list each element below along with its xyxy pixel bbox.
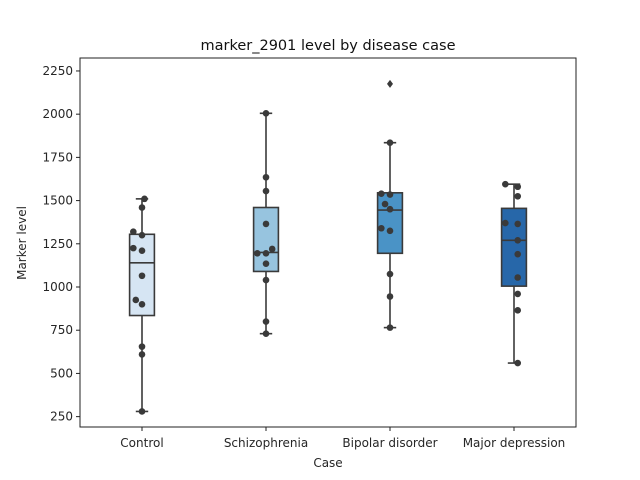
data-point (138, 272, 146, 280)
x-axis-title: Case (313, 456, 342, 470)
data-point (381, 200, 389, 208)
data-point (514, 359, 522, 367)
y-tick-label: 1000 (42, 280, 73, 294)
data-point (262, 250, 270, 257)
data-point (138, 204, 146, 211)
box-group (376, 79, 404, 329)
chart-title: marker_2901 level by disease case (201, 38, 456, 54)
x-tick-label: Control (120, 436, 163, 450)
data-point (138, 231, 146, 239)
data-point (262, 110, 270, 117)
data-point (386, 227, 394, 235)
data-point (262, 187, 270, 195)
data-point (268, 245, 276, 253)
y-tick-label: 750 (50, 323, 73, 337)
plot-area (128, 79, 528, 415)
x-axis: Control Schizophrenia Bipolar disorder Majo… (120, 427, 565, 450)
data-point (130, 228, 137, 235)
data-point (262, 318, 270, 325)
data-point (138, 351, 146, 358)
data-point (141, 195, 148, 203)
x-tick-label: Schizophrenia (224, 436, 308, 450)
data-point (132, 296, 140, 304)
y-axis-title: Marker level (15, 206, 29, 280)
data-point (262, 260, 270, 267)
data-point (262, 220, 270, 228)
y-tick-label: 1250 (42, 237, 73, 251)
data-point (514, 192, 522, 200)
y-tick-label: 2250 (42, 64, 73, 78)
x-tick-label: Bipolar disorder (342, 436, 437, 450)
data-point (386, 270, 394, 278)
x-tick-label: Major depression (463, 436, 566, 450)
box-schizophrenia (252, 206, 280, 273)
data-point (514, 290, 522, 298)
data-point (502, 180, 509, 188)
data-point (514, 237, 522, 244)
data-point (262, 173, 270, 181)
data-point (514, 220, 522, 228)
y-tick-label: 1500 (42, 194, 73, 208)
data-point (514, 183, 522, 191)
data-point (386, 205, 394, 213)
data-point (514, 274, 522, 281)
y-tick-label: 250 (50, 410, 73, 424)
data-point (138, 247, 146, 255)
data-point (386, 139, 394, 146)
data-point (262, 330, 270, 337)
data-point (138, 408, 146, 415)
data-point (130, 244, 137, 252)
data-point (254, 250, 261, 257)
outlier-point (387, 79, 393, 88)
y-tick-label: 2000 (42, 107, 73, 121)
data-point (378, 190, 385, 197)
data-point (138, 343, 146, 350)
box-bipolar-disorder (376, 192, 404, 255)
y-axis: 250 500 750 1000 1250 1500 1750 2000 2250 (42, 64, 80, 424)
data-point (386, 293, 394, 300)
data-point (378, 224, 385, 232)
data-point (502, 219, 509, 227)
data-point (262, 276, 270, 284)
y-tick-label: 500 (50, 366, 73, 380)
data-point (138, 300, 146, 308)
data-point (386, 324, 394, 331)
data-point (514, 250, 522, 258)
y-tick-label: 1750 (42, 150, 73, 164)
plot-frame (79, 57, 577, 428)
data-point (386, 191, 394, 198)
data-point (514, 307, 522, 314)
